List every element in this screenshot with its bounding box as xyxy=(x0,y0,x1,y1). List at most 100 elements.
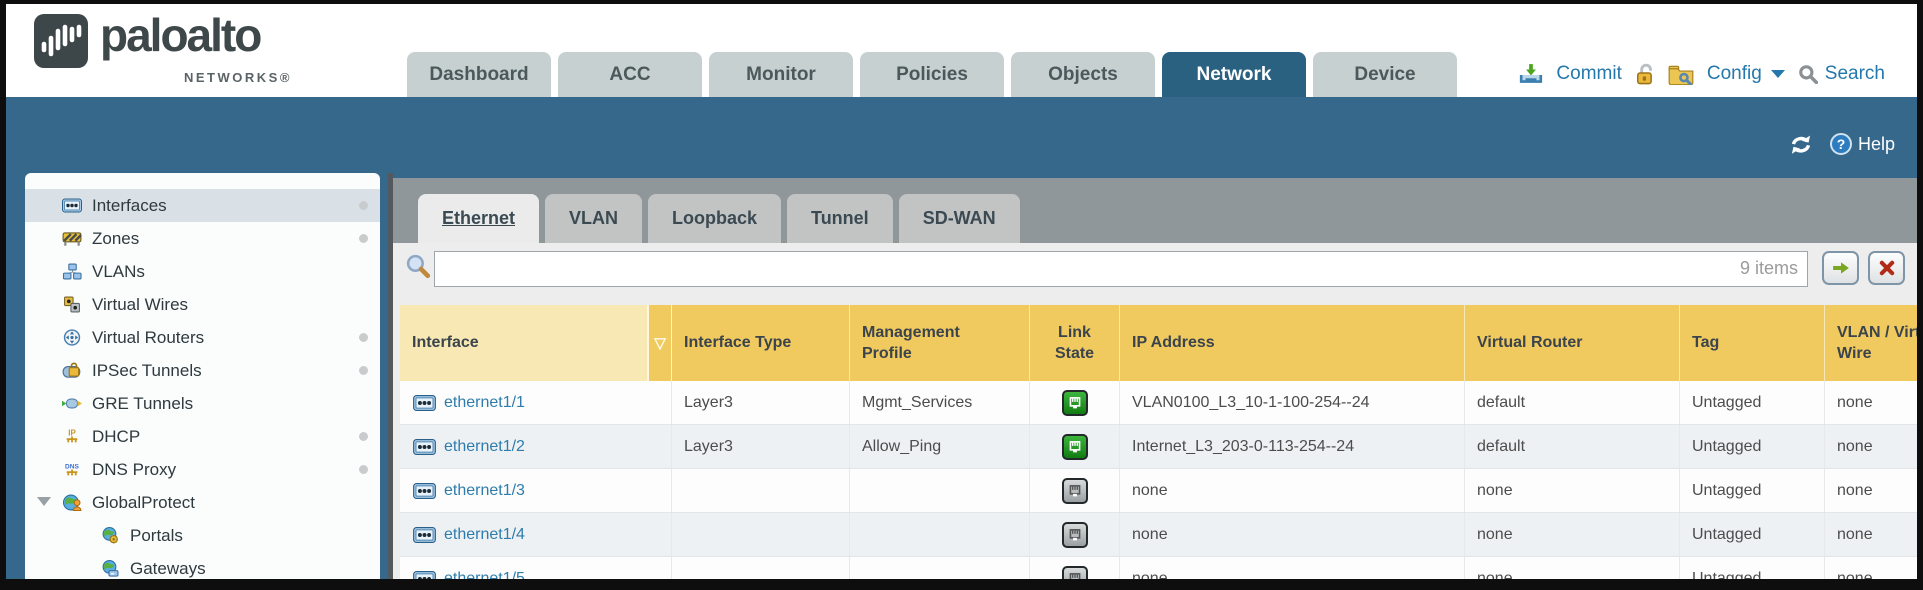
column-header-vlan-wire[interactable]: VLAN / Virtual Wire xyxy=(1825,305,1917,381)
sidebar-item-virtual-wires[interactable]: Virtual Wires xyxy=(25,288,380,321)
subtab-loopback[interactable]: Loopback xyxy=(648,194,782,243)
table-row: ethernet1/1 Layer3 Mgmt_Services VLAN010… xyxy=(400,381,1917,425)
table-row: ethernet1/2 Layer3 Allow_Ping Internet_L… xyxy=(400,425,1917,469)
sidebar-item-virtual-routers[interactable]: Virtual Routers xyxy=(25,321,380,354)
tab-dashboard[interactable]: Dashboard xyxy=(407,52,551,97)
tab-device[interactable]: Device xyxy=(1313,52,1457,97)
virtual-router-cell: default xyxy=(1465,425,1680,468)
refresh-icon[interactable] xyxy=(1788,133,1814,155)
sidebar-item-label: DHCP xyxy=(92,426,141,446)
column-header-virtual-router[interactable]: Virtual Router xyxy=(1465,305,1680,381)
config-icon[interactable] xyxy=(1668,64,1694,86)
clear-filter-button[interactable] xyxy=(1868,251,1905,285)
ipsec-tunnels-icon xyxy=(61,362,83,380)
config-menu[interactable]: Config xyxy=(1706,63,1762,84)
ethernet-panel: 9 items Interface ▽ Interface Type Manag… xyxy=(393,243,1917,579)
sidebar-item-gateways[interactable]: Gateways xyxy=(25,552,380,579)
gateways-icon xyxy=(99,560,121,578)
brand-subtitle: NETWORKS® xyxy=(184,70,292,85)
tab-policies[interactable]: Policies xyxy=(860,52,1004,97)
ethernet-interface-icon xyxy=(413,570,436,579)
sidebar-item-label: Interfaces xyxy=(92,195,167,215)
dhcp-icon: IP xyxy=(61,428,83,446)
sidebar-item-label: Portals xyxy=(130,525,183,545)
subtab-ethernet[interactable]: Ethernet xyxy=(418,194,540,243)
header-toolbar: Commit Config Search xyxy=(1519,63,1885,86)
subtab-sdwan[interactable]: SD-WAN xyxy=(898,194,1020,243)
sidebar-item-dhcp[interactable]: IP DHCP xyxy=(25,420,380,453)
help-label[interactable]: Help xyxy=(1857,133,1895,154)
ethernet-interface-icon xyxy=(413,438,436,455)
sidebar-item-label: IPSec Tunnels xyxy=(92,360,202,380)
apply-filter-button[interactable] xyxy=(1822,251,1859,285)
ip-address-cell: Internet_L3_203-0-113-254--24 xyxy=(1120,425,1465,468)
items-count: 9 items xyxy=(1739,258,1798,278)
management-profile-cell xyxy=(850,557,1030,579)
table-row: ethernet1/4 none none Untagged none xyxy=(400,513,1917,557)
table-row: ethernet1/3 none none Untagged none xyxy=(400,469,1917,513)
scope-dot xyxy=(359,234,368,243)
search-button[interactable]: Search xyxy=(1824,63,1885,84)
interface-link[interactable]: ethernet1/3 xyxy=(412,482,525,500)
column-header-link-state[interactable]: Link State xyxy=(1030,305,1120,381)
tag-cell: Untagged xyxy=(1680,425,1825,468)
tag-cell: Untagged xyxy=(1680,381,1825,424)
tab-objects[interactable]: Objects xyxy=(1011,52,1155,97)
column-header-ip-address[interactable]: IP Address xyxy=(1120,305,1465,381)
vlans-icon xyxy=(61,263,83,281)
sort-dropdown-icon[interactable]: ▽ xyxy=(647,305,671,381)
help-icon[interactable]: ? xyxy=(1829,133,1852,155)
column-header-interface-type[interactable]: Interface Type xyxy=(672,305,850,381)
table-row: ethernet1/5 none none Untagged none xyxy=(400,557,1917,579)
tab-network[interactable]: Network xyxy=(1162,52,1306,97)
vlan-wire-cell: none xyxy=(1825,381,1917,424)
column-header-tag[interactable]: Tag xyxy=(1680,305,1825,381)
collapse-triangle-icon[interactable] xyxy=(37,497,51,506)
ip-address-cell: VLAN0100_L3_10-1-100-254--24 xyxy=(1120,381,1465,424)
virtual-wires-icon xyxy=(61,296,83,314)
tab-monitor[interactable]: Monitor xyxy=(709,52,853,97)
interface-subtabs: Ethernet VLAN Loopback Tunnel SD-WAN xyxy=(418,194,1020,243)
sidebar-item-portals[interactable]: Portals xyxy=(25,519,380,552)
tag-cell: Untagged xyxy=(1680,513,1825,556)
subtab-tunnel[interactable]: Tunnel xyxy=(787,194,893,243)
vlan-wire-cell: none xyxy=(1825,425,1917,468)
sidebar-item-interfaces[interactable]: Interfaces xyxy=(25,189,380,222)
sidebar-item-vlans[interactable]: VLANs xyxy=(25,255,380,288)
interface-type-cell: Layer3 xyxy=(672,425,850,468)
sidebar-splitter[interactable] xyxy=(388,173,393,579)
interface-type-cell: Layer3 xyxy=(672,381,850,424)
column-header-management-profile[interactable]: Management Profile xyxy=(850,305,1030,381)
virtual-router-cell: default xyxy=(1465,381,1680,424)
sidebar-item-gre-tunnels[interactable]: GRE Tunnels xyxy=(25,387,380,420)
search-icon[interactable] xyxy=(1798,64,1818,85)
interface-link[interactable]: ethernet1/2 xyxy=(412,438,525,456)
link-state-up-icon xyxy=(1061,389,1088,416)
main-nav-tabs: Dashboard ACC Monitor Policies Objects N… xyxy=(407,52,1457,97)
table-header-row: Interface ▽ Interface Type Management Pr… xyxy=(400,305,1917,381)
sidebar-item-zones[interactable]: Zones xyxy=(25,222,380,255)
sidebar-item-globalprotect[interactable]: GlobalProtect xyxy=(25,486,380,519)
subtab-vlan[interactable]: VLAN xyxy=(545,194,643,243)
tab-acc[interactable]: ACC xyxy=(558,52,702,97)
virtual-router-cell: none xyxy=(1465,469,1680,512)
tag-cell: Untagged xyxy=(1680,557,1825,579)
interface-type-cell xyxy=(672,557,850,579)
link-state-down-icon xyxy=(1061,521,1088,548)
chevron-down-icon[interactable] xyxy=(1770,70,1785,78)
lock-icon[interactable] xyxy=(1635,63,1655,85)
interface-link[interactable]: ethernet1/4 xyxy=(412,526,525,544)
commit-button[interactable]: Commit xyxy=(1556,63,1622,84)
ip-address-cell: none xyxy=(1120,557,1465,579)
sidebar-item-ipsec-tunnels[interactable]: IPSec Tunnels xyxy=(25,354,380,387)
sidebar-item-label: VLANs xyxy=(92,261,145,281)
sidebar-item-dns-proxy[interactable]: DNS DNS Proxy xyxy=(25,453,380,486)
management-profile-cell: Allow_Ping xyxy=(850,425,1030,468)
commit-icon[interactable] xyxy=(1519,63,1543,85)
interface-link[interactable]: ethernet1/1 xyxy=(412,394,525,412)
filter-input[interactable] xyxy=(434,251,1808,287)
interfaces-icon xyxy=(61,197,83,215)
column-header-interface[interactable]: Interface ▽ xyxy=(400,305,672,381)
interface-link[interactable]: ethernet1/5 xyxy=(412,570,525,579)
